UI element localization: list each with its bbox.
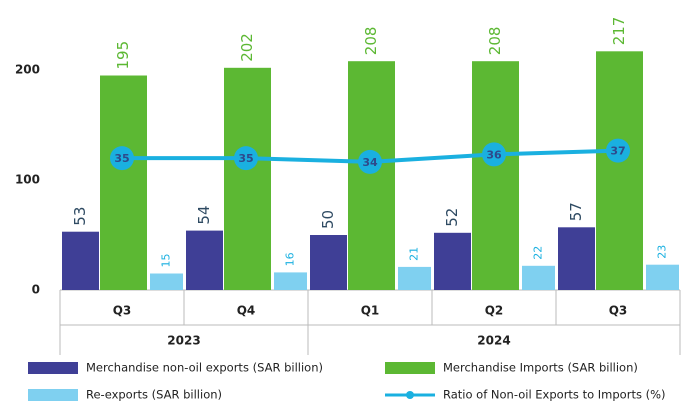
value-label: 52: [443, 208, 461, 227]
value-label: 217: [610, 17, 628, 46]
x-tick-label: Q1: [361, 304, 380, 318]
y-tick-label: 200: [15, 63, 40, 77]
value-label: 35: [114, 152, 129, 165]
value-label: 57: [567, 202, 585, 221]
bar: [62, 231, 99, 290]
bar: [646, 264, 679, 290]
value-label: 54: [195, 206, 213, 225]
y-tick-label: 100: [15, 173, 40, 187]
line-point: [234, 146, 258, 171]
x-tick-label: Q3: [609, 304, 628, 318]
bar: [274, 272, 307, 290]
line-point: [482, 142, 506, 167]
legend-label: Ratio of Non-oil Exports to Imports (%): [443, 388, 666, 402]
value-label: 15: [160, 254, 173, 268]
value-label: 53: [71, 207, 89, 226]
value-label: 195: [114, 41, 132, 70]
line-point: [606, 138, 630, 163]
line-point: [358, 149, 382, 174]
value-label: 22: [532, 246, 545, 260]
value-label: 21: [408, 247, 421, 261]
legend-label: Merchandise non-oil exports (SAR billion…: [86, 361, 323, 375]
bar: [558, 227, 595, 290]
value-label: 208: [486, 27, 504, 56]
value-label: 50: [319, 210, 337, 229]
bar: [348, 61, 395, 291]
bar: [398, 266, 431, 290]
x-tick-label: Q3: [113, 304, 132, 318]
bar: [224, 67, 271, 290]
bar: [472, 61, 519, 291]
legend-swatch: [28, 389, 78, 401]
bar: [100, 75, 147, 290]
legend-swatch: [28, 362, 78, 374]
x-tick-label: Q2: [485, 304, 504, 318]
legend-swatch: [406, 391, 414, 399]
value-label: 208: [362, 27, 380, 56]
group-label: 2024: [477, 334, 510, 348]
line-point: [110, 146, 134, 171]
bar: [186, 230, 223, 290]
legend-label: Merchandise Imports (SAR billion): [443, 361, 638, 375]
value-label: 202: [238, 33, 256, 62]
group-label: 2023: [167, 334, 200, 348]
bar: [522, 265, 555, 290]
legend-swatch: [385, 362, 435, 374]
value-label: 23: [656, 245, 669, 259]
value-label: 34: [362, 156, 378, 169]
value-label: 36: [486, 148, 502, 161]
bar: [434, 232, 471, 290]
bar: [150, 273, 183, 290]
value-label: 37: [610, 145, 625, 158]
legend-label: Re-exports (SAR billion): [86, 388, 222, 402]
bar: [310, 235, 347, 290]
bar: [596, 51, 643, 290]
value-label: 35: [238, 152, 253, 165]
y-tick-label: 0: [32, 283, 40, 297]
value-label: 16: [284, 252, 297, 266]
x-tick-label: Q4: [237, 304, 256, 318]
